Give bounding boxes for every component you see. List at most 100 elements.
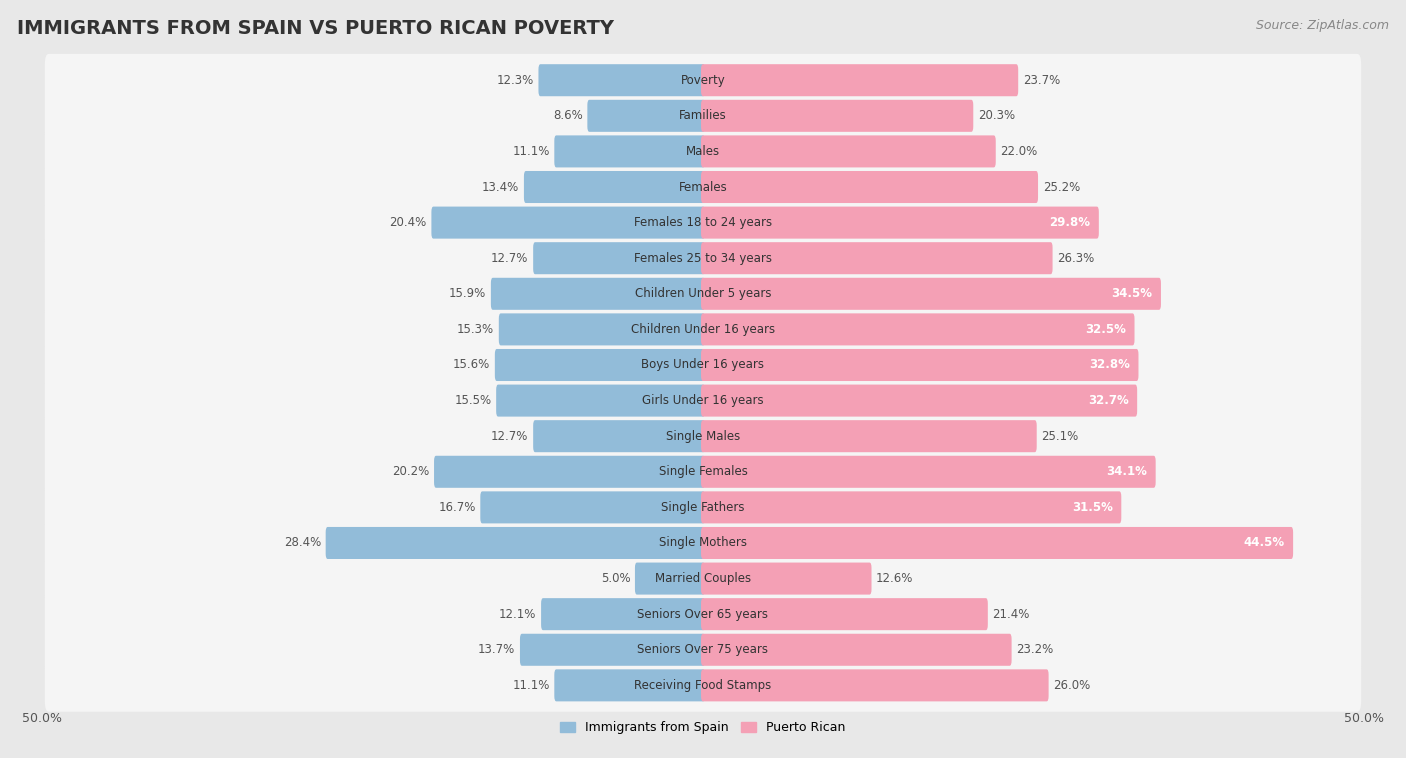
Text: 13.7%: 13.7%	[478, 644, 516, 656]
FancyBboxPatch shape	[702, 349, 1139, 381]
Text: 34.1%: 34.1%	[1107, 465, 1147, 478]
Text: 31.5%: 31.5%	[1071, 501, 1112, 514]
Text: 23.7%: 23.7%	[1022, 74, 1060, 86]
FancyBboxPatch shape	[702, 64, 1018, 96]
Text: Boys Under 16 years: Boys Under 16 years	[641, 359, 765, 371]
FancyBboxPatch shape	[702, 420, 1036, 453]
Text: 23.2%: 23.2%	[1017, 644, 1053, 656]
FancyBboxPatch shape	[499, 313, 704, 346]
Text: Single Fathers: Single Fathers	[661, 501, 745, 514]
Text: 22.0%: 22.0%	[1001, 145, 1038, 158]
Text: 15.5%: 15.5%	[454, 394, 492, 407]
Text: 26.3%: 26.3%	[1057, 252, 1094, 265]
FancyBboxPatch shape	[45, 196, 1361, 249]
Text: 12.7%: 12.7%	[491, 430, 529, 443]
FancyBboxPatch shape	[491, 277, 704, 310]
FancyBboxPatch shape	[45, 446, 1361, 498]
FancyBboxPatch shape	[45, 339, 1361, 391]
Text: 32.8%: 32.8%	[1090, 359, 1130, 371]
FancyBboxPatch shape	[45, 374, 1361, 427]
FancyBboxPatch shape	[702, 456, 1156, 488]
FancyBboxPatch shape	[434, 456, 704, 488]
Text: IMMIGRANTS FROM SPAIN VS PUERTO RICAN POVERTY: IMMIGRANTS FROM SPAIN VS PUERTO RICAN PO…	[17, 19, 614, 38]
FancyBboxPatch shape	[45, 659, 1361, 712]
Text: Poverty: Poverty	[681, 74, 725, 86]
Text: 32.5%: 32.5%	[1085, 323, 1126, 336]
Text: Married Couples: Married Couples	[655, 572, 751, 585]
Text: 12.3%: 12.3%	[496, 74, 534, 86]
Text: 32.7%: 32.7%	[1088, 394, 1129, 407]
Text: 44.5%: 44.5%	[1243, 537, 1285, 550]
Text: 20.3%: 20.3%	[979, 109, 1015, 122]
Text: Seniors Over 65 years: Seniors Over 65 years	[637, 608, 769, 621]
FancyBboxPatch shape	[45, 587, 1361, 641]
Text: 15.3%: 15.3%	[457, 323, 494, 336]
Text: 12.1%: 12.1%	[499, 608, 537, 621]
FancyBboxPatch shape	[702, 171, 1038, 203]
Text: Families: Families	[679, 109, 727, 122]
FancyBboxPatch shape	[45, 517, 1361, 569]
FancyBboxPatch shape	[702, 313, 1135, 346]
Text: 26.0%: 26.0%	[1053, 679, 1091, 692]
Text: 13.4%: 13.4%	[482, 180, 519, 193]
Text: Source: ZipAtlas.com: Source: ZipAtlas.com	[1256, 19, 1389, 32]
Text: 5.0%: 5.0%	[600, 572, 630, 585]
Text: 28.4%: 28.4%	[284, 537, 321, 550]
Text: 12.6%: 12.6%	[876, 572, 914, 585]
FancyBboxPatch shape	[45, 268, 1361, 320]
FancyBboxPatch shape	[702, 277, 1161, 310]
Text: Receiving Food Stamps: Receiving Food Stamps	[634, 679, 772, 692]
Text: 15.6%: 15.6%	[453, 359, 491, 371]
Text: Single Males: Single Males	[666, 430, 740, 443]
Text: 21.4%: 21.4%	[993, 608, 1029, 621]
FancyBboxPatch shape	[45, 481, 1361, 534]
Text: Single Females: Single Females	[658, 465, 748, 478]
FancyBboxPatch shape	[702, 207, 1099, 239]
Text: 20.4%: 20.4%	[389, 216, 427, 229]
FancyBboxPatch shape	[45, 303, 1361, 356]
FancyBboxPatch shape	[702, 243, 1053, 274]
Text: 11.1%: 11.1%	[512, 145, 550, 158]
Text: Males: Males	[686, 145, 720, 158]
Text: 25.2%: 25.2%	[1043, 180, 1080, 193]
FancyBboxPatch shape	[702, 527, 1294, 559]
FancyBboxPatch shape	[481, 491, 704, 523]
Text: 20.2%: 20.2%	[392, 465, 429, 478]
Text: Girls Under 16 years: Girls Under 16 years	[643, 394, 763, 407]
Text: Females 18 to 24 years: Females 18 to 24 years	[634, 216, 772, 229]
Text: Females: Females	[679, 180, 727, 193]
FancyBboxPatch shape	[432, 207, 704, 239]
FancyBboxPatch shape	[554, 136, 704, 168]
FancyBboxPatch shape	[702, 491, 1122, 523]
Text: Children Under 16 years: Children Under 16 years	[631, 323, 775, 336]
FancyBboxPatch shape	[45, 623, 1361, 676]
Text: 29.8%: 29.8%	[1049, 216, 1090, 229]
FancyBboxPatch shape	[541, 598, 704, 630]
FancyBboxPatch shape	[496, 384, 704, 417]
Text: 11.1%: 11.1%	[512, 679, 550, 692]
FancyBboxPatch shape	[554, 669, 704, 701]
Text: 8.6%: 8.6%	[553, 109, 582, 122]
FancyBboxPatch shape	[520, 634, 704, 666]
Text: Children Under 5 years: Children Under 5 years	[634, 287, 772, 300]
FancyBboxPatch shape	[45, 125, 1361, 178]
Text: 15.9%: 15.9%	[449, 287, 486, 300]
FancyBboxPatch shape	[45, 232, 1361, 284]
FancyBboxPatch shape	[495, 349, 704, 381]
FancyBboxPatch shape	[588, 100, 704, 132]
FancyBboxPatch shape	[702, 598, 988, 630]
Text: Single Mothers: Single Mothers	[659, 537, 747, 550]
FancyBboxPatch shape	[326, 527, 704, 559]
FancyBboxPatch shape	[45, 553, 1361, 605]
Text: 16.7%: 16.7%	[439, 501, 475, 514]
FancyBboxPatch shape	[45, 89, 1361, 143]
Legend: Immigrants from Spain, Puerto Rican: Immigrants from Spain, Puerto Rican	[560, 721, 846, 735]
FancyBboxPatch shape	[702, 634, 1011, 666]
FancyBboxPatch shape	[533, 243, 704, 274]
FancyBboxPatch shape	[524, 171, 704, 203]
FancyBboxPatch shape	[702, 562, 872, 594]
FancyBboxPatch shape	[636, 562, 704, 594]
FancyBboxPatch shape	[702, 669, 1049, 701]
FancyBboxPatch shape	[45, 54, 1361, 107]
FancyBboxPatch shape	[538, 64, 704, 96]
